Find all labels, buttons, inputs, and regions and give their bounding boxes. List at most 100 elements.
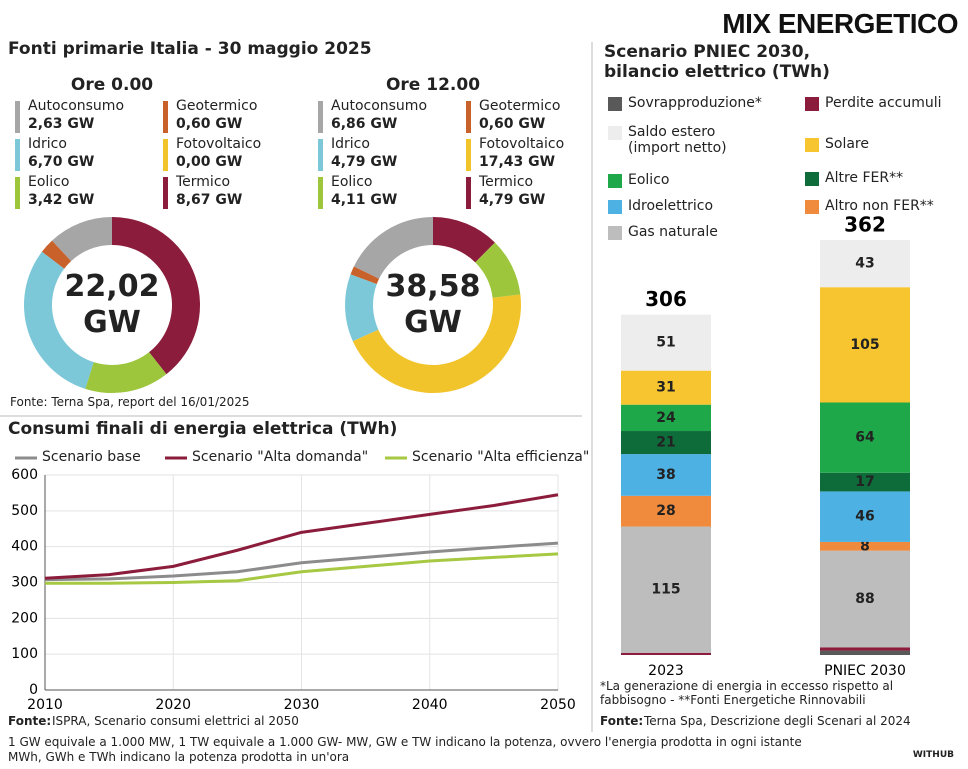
x-tick-label: 2010 [27, 697, 63, 713]
bar-value-label: 28 [656, 503, 675, 519]
legend-label: Eolico [628, 172, 670, 188]
bar-segment [621, 526, 711, 653]
bar-value-label: 8 [860, 538, 870, 554]
x-tick-label: 2050 [540, 697, 576, 713]
legend-value: 17,43 GW [479, 154, 556, 170]
pie-slice [41, 240, 72, 269]
bar-segment [820, 402, 910, 473]
bar-value-label: 43 [855, 256, 874, 272]
bar-segment [621, 431, 711, 455]
source-label: Fonte: [8, 714, 52, 728]
y-tick-label: 100 [11, 646, 38, 662]
source-label: Fonte: [600, 714, 644, 728]
legend-value: 6,70 GW [28, 154, 95, 170]
bar-value-label: 38 [656, 467, 675, 483]
legend-swatch [805, 138, 819, 152]
y-tick-label: 500 [11, 503, 38, 519]
pie-slice [85, 352, 167, 393]
legend-label: Termico [176, 174, 231, 190]
bar-total-label: 306 [645, 287, 687, 311]
legend-value: 0,00 GW [176, 154, 243, 170]
bar-value-label: 17 [855, 474, 874, 490]
legend-label: Autoconsumo [28, 98, 125, 114]
chart-title: Scenario PNIEC 2030, bilancio elettrico … [604, 42, 830, 82]
bar-segment [820, 647, 910, 651]
legend-value: 0,60 GW [479, 116, 546, 132]
legend-swatch [15, 139, 20, 171]
source: ISPRA, Scenario consumi elettrici al 205… [52, 714, 299, 728]
legend-value: 4,11 GW [331, 192, 398, 208]
bar-value-label: 115 [651, 582, 680, 598]
source: Fonte: Terna Spa, report del 16/01/2025 [10, 395, 250, 409]
legend-label: Eolico [28, 174, 70, 190]
pie-subtitle: Ore 0.00 [70, 75, 154, 95]
pie-slice [344, 274, 379, 342]
legend-swatch [608, 174, 622, 188]
y-tick-label: 600 [11, 467, 38, 483]
note: 1 GW equivale a 1.000 MW, 1 TW equivale … [8, 735, 802, 749]
bar-value-label: 64 [855, 430, 875, 446]
legend-label: Idroelettrico [628, 198, 714, 214]
legend-label: Eolico [331, 174, 373, 190]
legend-value: 6,86 GW [331, 116, 398, 132]
bar-segment [820, 550, 910, 648]
legend-swatch [805, 97, 819, 111]
bar-segment [820, 541, 910, 551]
legend-label: Geotermico [176, 98, 258, 114]
bar-segment [820, 287, 910, 403]
legend-value: 8,67 GW [176, 192, 243, 208]
footnote: *La generazione di energia in eccesso ri… [600, 679, 894, 707]
legend-label: Fotovoltaico [176, 136, 262, 152]
legend-label: Fotovoltaico [479, 136, 565, 152]
legend-value: 4,79 GW [331, 154, 398, 170]
x-tick-label: 2040 [412, 697, 448, 713]
legend-swatch [318, 177, 323, 209]
legend-value: 3,42 GW [28, 192, 95, 208]
legend-label: Termico [479, 174, 534, 190]
legend-swatch [466, 101, 471, 133]
pie-slice [433, 217, 495, 263]
pie-slice [475, 242, 521, 298]
bar-value-label: 105 [850, 337, 879, 353]
bar-segment [621, 404, 711, 432]
legend-swatch [318, 139, 323, 171]
pie-slice [352, 294, 521, 393]
pie-center-label: 22,02 GW [64, 269, 160, 340]
legend-swatch [608, 226, 622, 240]
x-tick-label: 2020 [155, 697, 191, 713]
legend-swatch [318, 101, 323, 133]
pie-center-label: 38,58 GW [385, 269, 481, 340]
pie-slice [350, 266, 380, 285]
bar-value-label: 24 [656, 410, 676, 426]
y-tick-label: 200 [11, 610, 38, 626]
legend-swatch [608, 200, 622, 214]
legend-swatch [466, 177, 471, 209]
legend-swatch [163, 139, 168, 171]
bar-segment [820, 491, 910, 542]
x-tick-label: 2023 [648, 663, 684, 679]
legend-value: 2,63 GW [28, 116, 95, 132]
chart-title: Consumi finali di energia elettrica (TWh… [8, 419, 398, 439]
pie-slice [353, 217, 433, 279]
legend-label: Altre FER** [825, 170, 904, 186]
legend-swatch [163, 177, 168, 209]
legend-label: Autoconsumo [331, 98, 428, 114]
pie-slice [24, 251, 94, 389]
legend-swatch [608, 97, 622, 111]
bar-segment [621, 652, 711, 655]
legend-swatch [805, 172, 819, 186]
line-series [45, 552, 559, 585]
pie-subtitle: Ore 12.00 [385, 75, 481, 95]
y-tick-label: 0 [29, 682, 38, 698]
header-title: MIX ENERGETICO [722, 8, 958, 39]
legend-value: 4,79 GW [479, 192, 546, 208]
bar-segment [820, 472, 910, 492]
y-tick-label: 400 [11, 539, 38, 555]
line-series [44, 541, 559, 582]
bar-segment [621, 454, 711, 496]
legend-swatch [15, 177, 20, 209]
x-tick-label: PNIEC 2030 [824, 663, 906, 679]
bar-segment [820, 650, 910, 655]
